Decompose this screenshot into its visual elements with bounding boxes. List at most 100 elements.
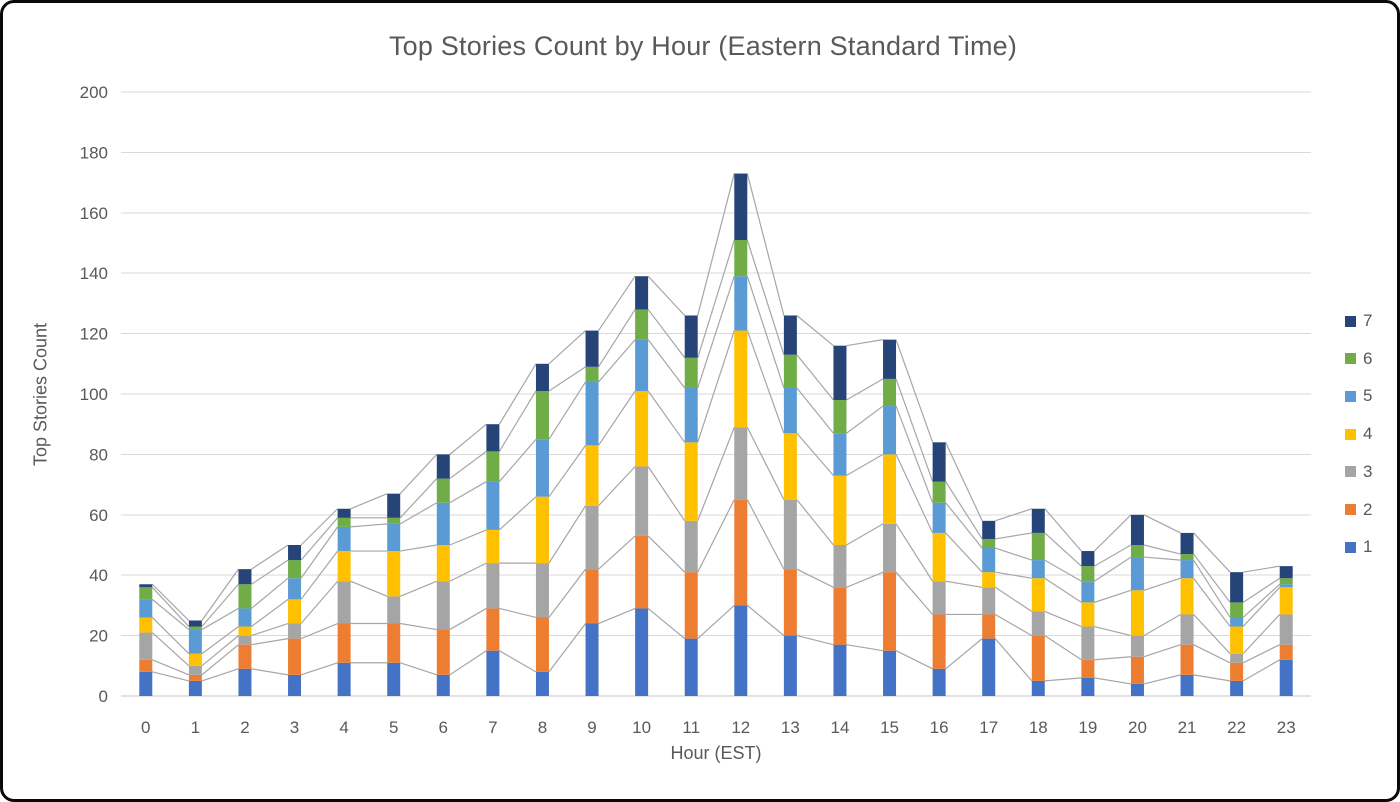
legend-swatch-5 — [1345, 390, 1356, 402]
x-tick-label: 1 — [191, 718, 200, 737]
bar-hour17-series6 — [982, 538, 996, 549]
bar-hour12-series5 — [734, 276, 748, 331]
series-line-5 — [945, 502, 983, 549]
series-line-5 — [895, 405, 934, 503]
bar-hour2-series3 — [238, 635, 252, 645]
series-line-7 — [1093, 514, 1132, 552]
bar-hour5-series7 — [387, 493, 401, 518]
legend-label: 3 — [1363, 461, 1373, 481]
x-tick-label: 17 — [979, 718, 998, 737]
x-tick-label: 12 — [731, 718, 750, 737]
bar-hour17-series7 — [982, 520, 996, 539]
bar-hour12-series2 — [734, 499, 748, 606]
y-tick-label: 80 — [89, 445, 108, 464]
series-line-4 — [400, 544, 437, 552]
bar-hour8-series1 — [535, 671, 549, 696]
bar-hour9-series2 — [585, 569, 599, 624]
series-line-6 — [1143, 544, 1181, 555]
series-line-1 — [796, 635, 834, 646]
series-line-4 — [995, 571, 1032, 579]
legend-swatch-3 — [1345, 466, 1356, 478]
bar-hour19-series4 — [1081, 602, 1095, 627]
legend-item-3: 3 — [1345, 462, 1372, 482]
bar-hour15-series7 — [883, 339, 897, 379]
series-line-3 — [994, 586, 1033, 612]
legend-item-7: 7 — [1345, 311, 1372, 331]
series-line-2 — [251, 638, 289, 646]
series-line-2 — [1143, 644, 1181, 658]
legend-label: 6 — [1363, 348, 1373, 368]
series-line-6 — [151, 586, 190, 627]
series-line-6 — [895, 378, 934, 482]
series-line-1 — [697, 604, 735, 640]
x-tick-label: 21 — [1178, 718, 1197, 737]
bar-hour1-series5 — [188, 629, 202, 654]
series-line-1 — [994, 638, 1033, 682]
series-line-3 — [895, 523, 934, 582]
bar-hour2-series6 — [238, 584, 252, 609]
bar-hour12-series3 — [734, 427, 748, 500]
series-line-1 — [1094, 677, 1132, 685]
series-line-4 — [746, 330, 785, 434]
bar-hour4-series3 — [337, 581, 351, 624]
bar-hour13-series3 — [783, 499, 797, 570]
series-line-7 — [647, 275, 686, 316]
y-tick-label: 20 — [89, 627, 108, 646]
bar-hour6-series4 — [436, 545, 450, 582]
series-line-5 — [300, 526, 339, 579]
legend-swatch-4 — [1345, 428, 1356, 440]
bar-hour0-series1 — [139, 671, 153, 696]
series-line-7 — [350, 493, 388, 510]
bar-hour19-series6 — [1081, 566, 1095, 582]
x-tick-label: 2 — [240, 718, 249, 737]
series-line-4 — [548, 444, 587, 498]
series-line-3 — [1143, 613, 1181, 637]
series-line-7 — [697, 173, 735, 316]
bar-hour16-series5 — [932, 502, 946, 533]
series-line-6 — [647, 309, 686, 359]
series-line-2 — [1094, 656, 1132, 661]
series-line-6 — [796, 354, 834, 401]
series-line-5 — [399, 502, 438, 525]
bar-hour23-series3 — [1279, 614, 1293, 645]
series-line-3 — [1193, 614, 1231, 655]
bar-hour8-series6 — [535, 390, 549, 440]
bar-hour7-series4 — [486, 529, 500, 564]
bar-hour22-series7 — [1230, 572, 1244, 603]
bar-hour11-series4 — [684, 442, 698, 521]
x-tick-label: 8 — [538, 718, 547, 737]
bar-hour14-series5 — [833, 433, 847, 476]
series-line-7 — [746, 173, 785, 316]
x-tick-label: 3 — [290, 718, 299, 737]
bar-hour2-series7 — [238, 569, 252, 585]
series-line-6 — [1044, 532, 1082, 567]
bar-hour18-series7 — [1031, 508, 1045, 533]
bar-hour15-series2 — [883, 572, 897, 651]
bar-hour3-series1 — [288, 674, 302, 696]
series-line-1 — [647, 607, 686, 640]
y-tick-label: 40 — [89, 566, 108, 585]
bar-hour22-series4 — [1230, 626, 1244, 654]
series-line-5 — [995, 547, 1032, 561]
series-line-6 — [498, 390, 537, 452]
series-line-6 — [1094, 544, 1132, 567]
series-line-1 — [895, 650, 933, 670]
series-line-5 — [548, 381, 587, 440]
bar-hour15-series6 — [883, 378, 897, 407]
series-line-4 — [251, 598, 289, 628]
bar-hour10-series5 — [635, 339, 649, 391]
x-tick-label: 18 — [1029, 718, 1048, 737]
bar-hour5-series1 — [387, 662, 401, 696]
bar-hour22-series3 — [1230, 653, 1244, 663]
bar-hour18-series5 — [1031, 560, 1045, 579]
series-line-4 — [945, 532, 983, 573]
series-line-7 — [796, 315, 834, 347]
bar-hour2-series4 — [238, 626, 252, 636]
bar-hour6-series6 — [436, 478, 450, 503]
series-line-1 — [746, 604, 785, 637]
series-line-2 — [499, 607, 537, 619]
series-line-1 — [945, 638, 983, 670]
bar-hour22-series6 — [1230, 602, 1244, 618]
series-line-3 — [300, 580, 339, 624]
series-line-7 — [251, 544, 289, 570]
